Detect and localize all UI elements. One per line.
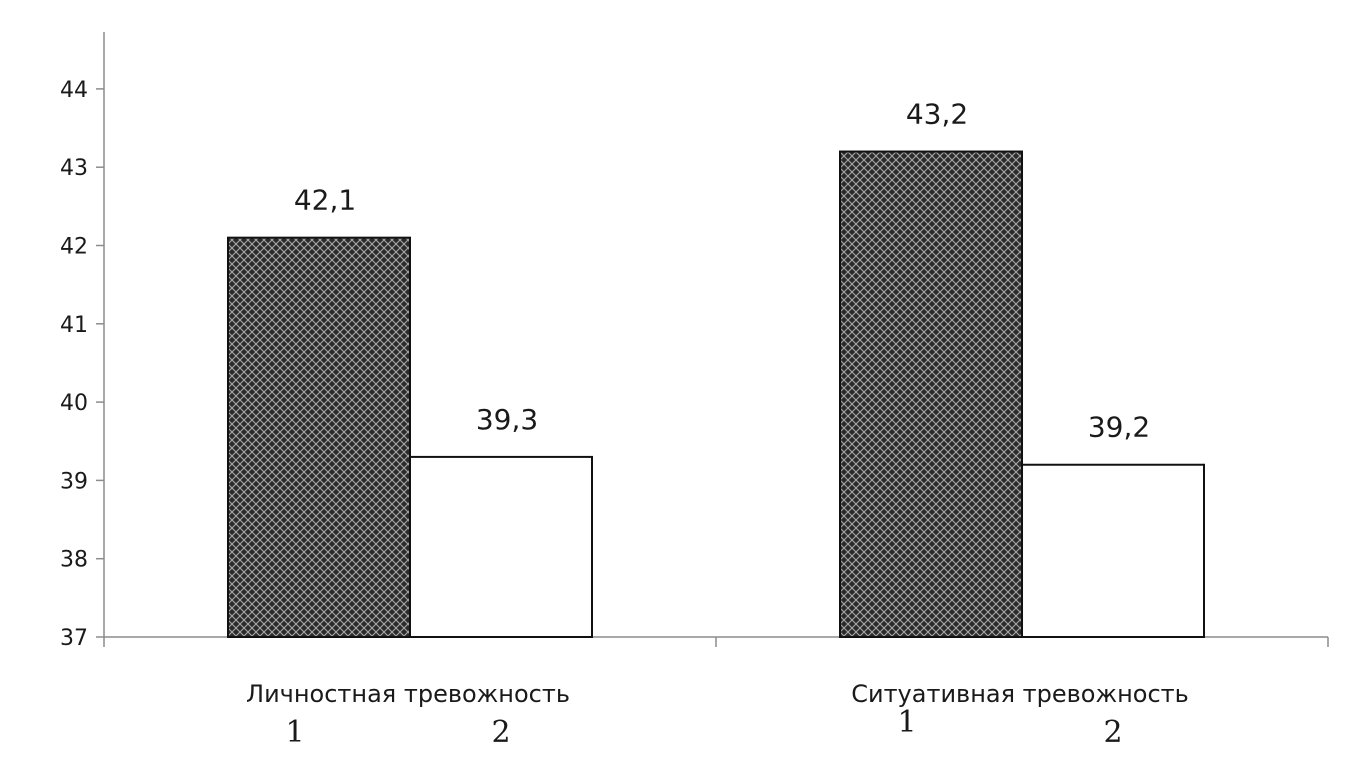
category-label: Ситуативная тревожность: [851, 680, 1189, 708]
series-sublabel: 1: [285, 715, 304, 750]
y-tick-label: 44: [60, 78, 88, 103]
y-tick-label: 40: [60, 391, 88, 416]
labels: 42,1 1 39,3 2 Личностная тревожность 43,2 1 39,…: [246, 98, 1189, 750]
series-sublabel: 2: [491, 715, 510, 750]
bars: [227, 150, 1205, 638]
y-tick-label: 43: [60, 156, 88, 181]
bar: [839, 150, 1023, 638]
data-label: 42,1: [294, 184, 356, 217]
data-label: 39,2: [1088, 411, 1150, 444]
category-label: Личностная тревожность: [246, 680, 570, 708]
y-tick-label: 37: [60, 626, 88, 651]
data-label: 39,3: [476, 403, 538, 436]
y-tick-label: 41: [60, 313, 88, 338]
series-sublabel: 1: [897, 705, 916, 740]
series-sublabel: 2: [1103, 715, 1122, 750]
bar: [227, 236, 411, 638]
y-tick-label: 38: [60, 548, 88, 573]
y-tick-label: 39: [60, 469, 88, 494]
bar: [409, 455, 593, 638]
y-tick-label: 42: [60, 235, 88, 260]
bar: [1021, 463, 1205, 638]
data-label: 43,2: [906, 98, 968, 131]
